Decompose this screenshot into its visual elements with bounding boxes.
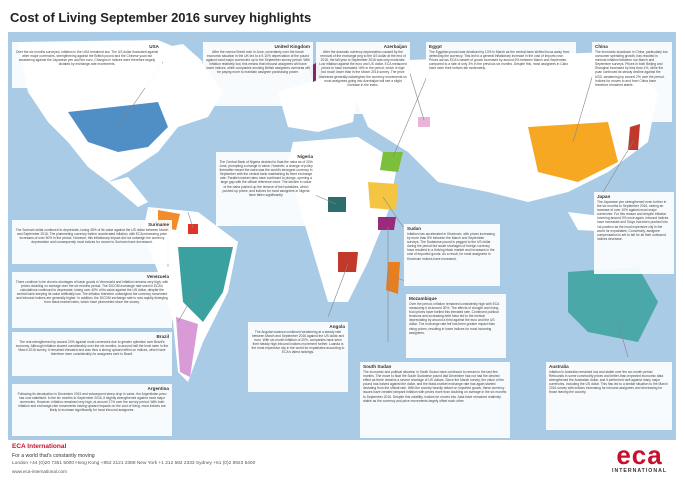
callout-china: China The economic slowdown in China, pa… [592,42,672,122]
callout-venezuela: Venezuela There continue to be chronic s… [12,272,172,328]
region-text-china: The economic slowdown in China, particul… [595,50,668,87]
country-suriname [188,224,198,234]
footer-website[interactable]: www.eca-international.com [12,469,67,474]
country-nigeria [328,197,346,212]
region-name-nigeria: Nigeria [297,154,313,159]
region-name-usa: USA [149,44,159,49]
region-text-uk: After the narrow Brexit vote in June, un… [206,50,310,75]
region-text-south-sudan: The economic and political situation in … [363,370,507,403]
callout-south-sudan: South Sudan The economic and political s… [360,362,510,438]
region-name-azerbaijan: Azerbaijan [383,44,407,49]
country-mozambique [386,262,400,294]
land-central-america [108,177,148,207]
region-name-angola: Angola [329,324,345,329]
region-text-mozambique: Over the period, inflation remained cons… [409,302,500,335]
connector-angola [327,263,349,318]
connector-azerbaijan [407,66,425,121]
footer-tagline: For a world that's constantly moving [12,453,95,459]
callout-sudan: Sudan Inflation has accelerated in Khart… [404,224,500,286]
country-brazil [178,247,233,322]
country-sudan [368,182,398,210]
region-name-uk: United Kingdom [274,44,310,49]
connector-brazil [177,286,199,323]
region-name-mozambique: Mozambique [409,296,437,301]
footer-company: ECA International [12,443,67,450]
callout-australia: Australia Inflation in Australia remaine… [546,362,672,430]
region-text-japan: The Japanese yen strengthened even furth… [597,200,669,241]
region-text-azerbaijan: After the dramatic currency depreciation… [319,50,407,87]
region-text-australia: Inflation in Australia remained low and … [549,370,668,395]
region-name-japan: Japan [597,194,611,199]
callout-usa: USA Over the six months surveyed, inflat… [12,42,162,88]
region-name-egypt: Egypt [429,44,442,49]
page-title: Cost of Living September 2016 survey hig… [10,10,312,25]
country-egypt [380,152,403,172]
region-text-egypt: The Egyptian pound was devalued by 13% i… [429,50,570,71]
callout-japan: Japan The Japanese yen strengthened even… [594,192,674,274]
connector-suriname [187,211,194,229]
callout-mozambique: Mozambique Over the period, inflation re… [406,294,506,358]
callout-egypt: Egypt The Egyptian pound was devalued by… [426,42,576,86]
callout-angola: Angola The Angolan kwanza continued weak… [248,322,348,392]
region-name-sudan: Sudan [407,226,422,231]
region-name-suriname: Suriname [148,222,169,227]
country-australia [568,267,658,342]
region-text-angola: The Angolan kwanza continued weakening a… [251,330,345,355]
footer: ECA International For a world that's con… [10,440,675,480]
country-china [528,122,618,182]
callout-azerbaijan: Azerbaijan After the dramatic currency d… [316,42,410,114]
logo-wordmark: eca [616,440,663,470]
region-name-brazil: Brazil [156,334,169,339]
country-argentina [176,317,198,377]
region-text-nigeria: The Central Bank of Nigeria decided to f… [219,160,313,197]
eca-logo: eca INTERNATIONAL [612,442,667,474]
connector-sudan [382,196,404,228]
country-japan [628,124,640,150]
country-azerbaijan [418,117,430,127]
region-text-usa: Over the six months surveyed, inflation … [15,50,159,67]
region-text-venezuela: There continue to be chronic shortages o… [15,280,169,305]
region-text-argentina: Following its devaluation in December 20… [17,392,167,413]
region-name-china: China [595,44,608,49]
callout-argentina: Argentina Following its devaluation in D… [12,384,172,436]
region-name-venezuela: Venezuela [146,274,169,279]
country-south-sudan [378,217,396,230]
region-name-south-sudan: South Sudan [363,364,392,369]
region-text-sudan: Inflation has accelerated in Khartoum, w… [407,232,495,261]
footer-contacts: London +44 (0)20 7351 5000 Hong Kong +85… [12,461,256,466]
callout-uk: United Kingdom After the narrow Brexit v… [203,42,313,106]
region-text-brazil: The real strengthened by around 20% agai… [15,340,169,357]
connector-australia [617,321,629,358]
region-name-australia: Australia [549,364,569,369]
callout-suriname: Suriname The Surinam dollar continued to… [12,220,172,264]
region-name-argentina: Argentina [147,386,169,391]
callout-brazil: Brazil The real strengthened by around 2… [12,332,172,376]
world-map: USA Over the six months surveyed, inflat… [8,32,676,440]
country-angola [338,252,358,272]
region-text-suriname: The Surinam dollar continued to deprecia… [15,228,169,245]
callout-nigeria: Nigeria The Central Bank of Nigeria deci… [216,152,316,226]
connector-japan [602,139,635,193]
logo-subtitle: INTERNATIONAL [612,468,667,474]
